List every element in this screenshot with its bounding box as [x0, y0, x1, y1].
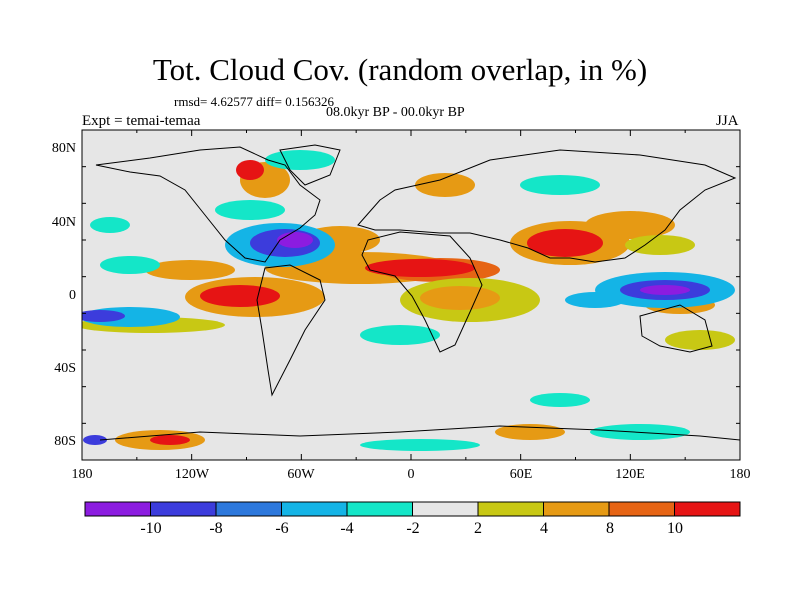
lon-label-120w: 120W	[174, 467, 210, 482]
lon-label-0: 0	[407, 467, 415, 482]
colorbar-label: 4	[540, 520, 548, 537]
lat-label-40s: 40S	[54, 361, 76, 376]
colorbar-swatch	[477, 501, 544, 517]
period-text: 08.0kyr BP - 00.0kyr BP	[326, 105, 465, 120]
chart-title: Tot. Cloud Cov. (random overlap, in %)	[152, 52, 648, 87]
stats-text: rmsd= 4.62577 diff= 0.156326	[174, 94, 334, 109]
lat-label-80n: 80N	[51, 141, 76, 156]
colorbar-label: 8	[606, 520, 614, 537]
coastlines	[95, 144, 740, 441]
colorbar-swatch	[674, 501, 741, 517]
lat-label-40n: 40N	[51, 215, 76, 230]
colorbar-label: -2	[406, 520, 420, 537]
lat-label-0: 0	[69, 288, 76, 303]
colorbar-swatch	[215, 501, 282, 517]
colorbar-label: 10	[667, 520, 683, 537]
lon-label-180w: 180	[71, 467, 93, 482]
colorbar-label: -4	[340, 520, 354, 537]
colorbar-label: -10	[140, 520, 162, 537]
colorbar-swatch	[543, 501, 610, 517]
colorbar-label: -6	[275, 520, 289, 537]
axis-ticks	[81, 129, 741, 461]
experiment-label: Expt = temai-temaa	[82, 113, 201, 129]
colorbar-swatch	[150, 501, 217, 517]
lon-label-120e: 120E	[615, 467, 645, 482]
season-label: JJA	[716, 113, 739, 129]
colorbar-swatch	[346, 501, 413, 517]
lon-label-180e: 180	[729, 467, 751, 482]
colorbar-swatch	[281, 501, 348, 517]
colorbar-label: 2	[474, 520, 482, 537]
lon-label-60e: 60E	[509, 467, 533, 482]
colorbar-swatch	[608, 501, 675, 517]
lon-label-60w: 60W	[287, 467, 315, 482]
colorbar-label: -8	[209, 520, 223, 537]
colorbar-swatch	[412, 501, 479, 517]
lat-label-80s: 80S	[54, 434, 76, 449]
colorbar	[84, 501, 741, 517]
colorbar-swatch	[84, 501, 151, 517]
